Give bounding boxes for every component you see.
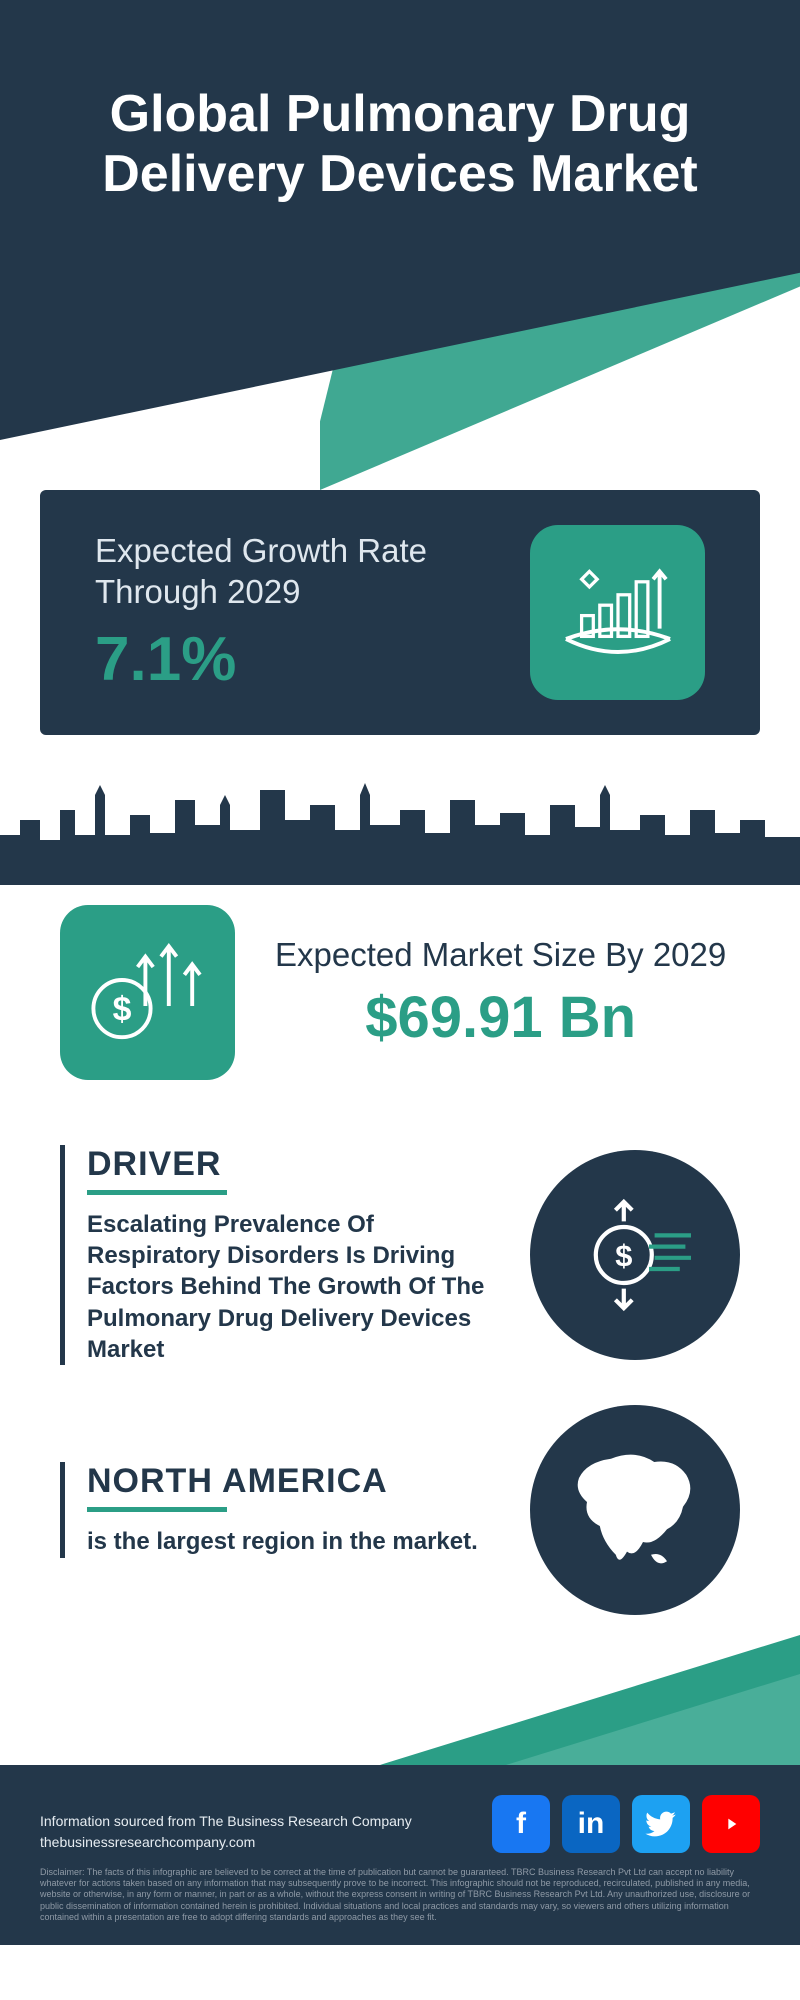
- page-title: Global Pulmonary Drug Delivery Devices M…: [0, 85, 800, 205]
- header: Global Pulmonary Drug Delivery Devices M…: [0, 0, 800, 490]
- linkedin-icon[interactable]: in: [562, 1795, 620, 1853]
- driver-title: DRIVER: [87, 1145, 500, 1184]
- region-block: NORTH AMERICA is the largest region in t…: [0, 1385, 800, 1635]
- market-size-value: $69.91 Bn: [275, 984, 726, 1051]
- market-size-row: $ Expected Market Size By 2029 $69.91 Bn: [0, 885, 800, 1125]
- market-size-dollar-icon: $: [60, 905, 235, 1080]
- growth-chart-icon: [530, 525, 705, 700]
- region-text: NORTH AMERICA is the largest region in t…: [60, 1462, 500, 1557]
- market-size-label: Expected Market Size By 2029: [275, 934, 726, 975]
- driver-block: DRIVER Escalating Prevalence Of Respirat…: [0, 1125, 800, 1385]
- infographic-page: Global Pulmonary Drug Delivery Devices M…: [0, 0, 800, 1945]
- skyline-silhouette: [0, 765, 800, 885]
- footer: Information sourced from The Business Re…: [0, 1765, 800, 1945]
- twitter-icon[interactable]: [632, 1795, 690, 1853]
- market-size-text: Expected Market Size By 2029 $69.91 Bn: [275, 934, 726, 1050]
- growth-label: Expected Growth Rate Through 2029: [95, 530, 530, 613]
- footer-row: Information sourced from The Business Re…: [40, 1795, 760, 1853]
- growth-panel: Expected Growth Rate Through 2029 7.1%: [40, 490, 760, 735]
- facebook-icon[interactable]: f: [492, 1795, 550, 1853]
- driver-body: Escalating Prevalence Of Respiratory Dis…: [87, 1209, 500, 1365]
- north-america-map-icon: [530, 1405, 740, 1615]
- footer-source: Information sourced from The Business Re…: [40, 1811, 412, 1853]
- svg-text:$: $: [112, 990, 131, 1028]
- region-title: NORTH AMERICA: [87, 1462, 500, 1501]
- source-line-1: Information sourced from The Business Re…: [40, 1811, 412, 1832]
- driver-text: DRIVER Escalating Prevalence Of Respirat…: [60, 1145, 500, 1365]
- growth-value: 7.1%: [95, 624, 530, 695]
- region-underline: [87, 1507, 227, 1512]
- growth-text: Expected Growth Rate Through 2029 7.1%: [95, 530, 530, 696]
- disclaimer-text: Disclaimer: The facts of this infographi…: [40, 1867, 760, 1923]
- source-line-2: thebusinessresearchcompany.com: [40, 1832, 412, 1853]
- youtube-icon[interactable]: [702, 1795, 760, 1853]
- social-row: f in: [492, 1795, 760, 1853]
- svg-text:$: $: [615, 1238, 632, 1273]
- region-body: is the largest region in the market.: [87, 1526, 500, 1557]
- driver-underline: [87, 1190, 227, 1195]
- driver-dollar-cycle-icon: $: [530, 1150, 740, 1360]
